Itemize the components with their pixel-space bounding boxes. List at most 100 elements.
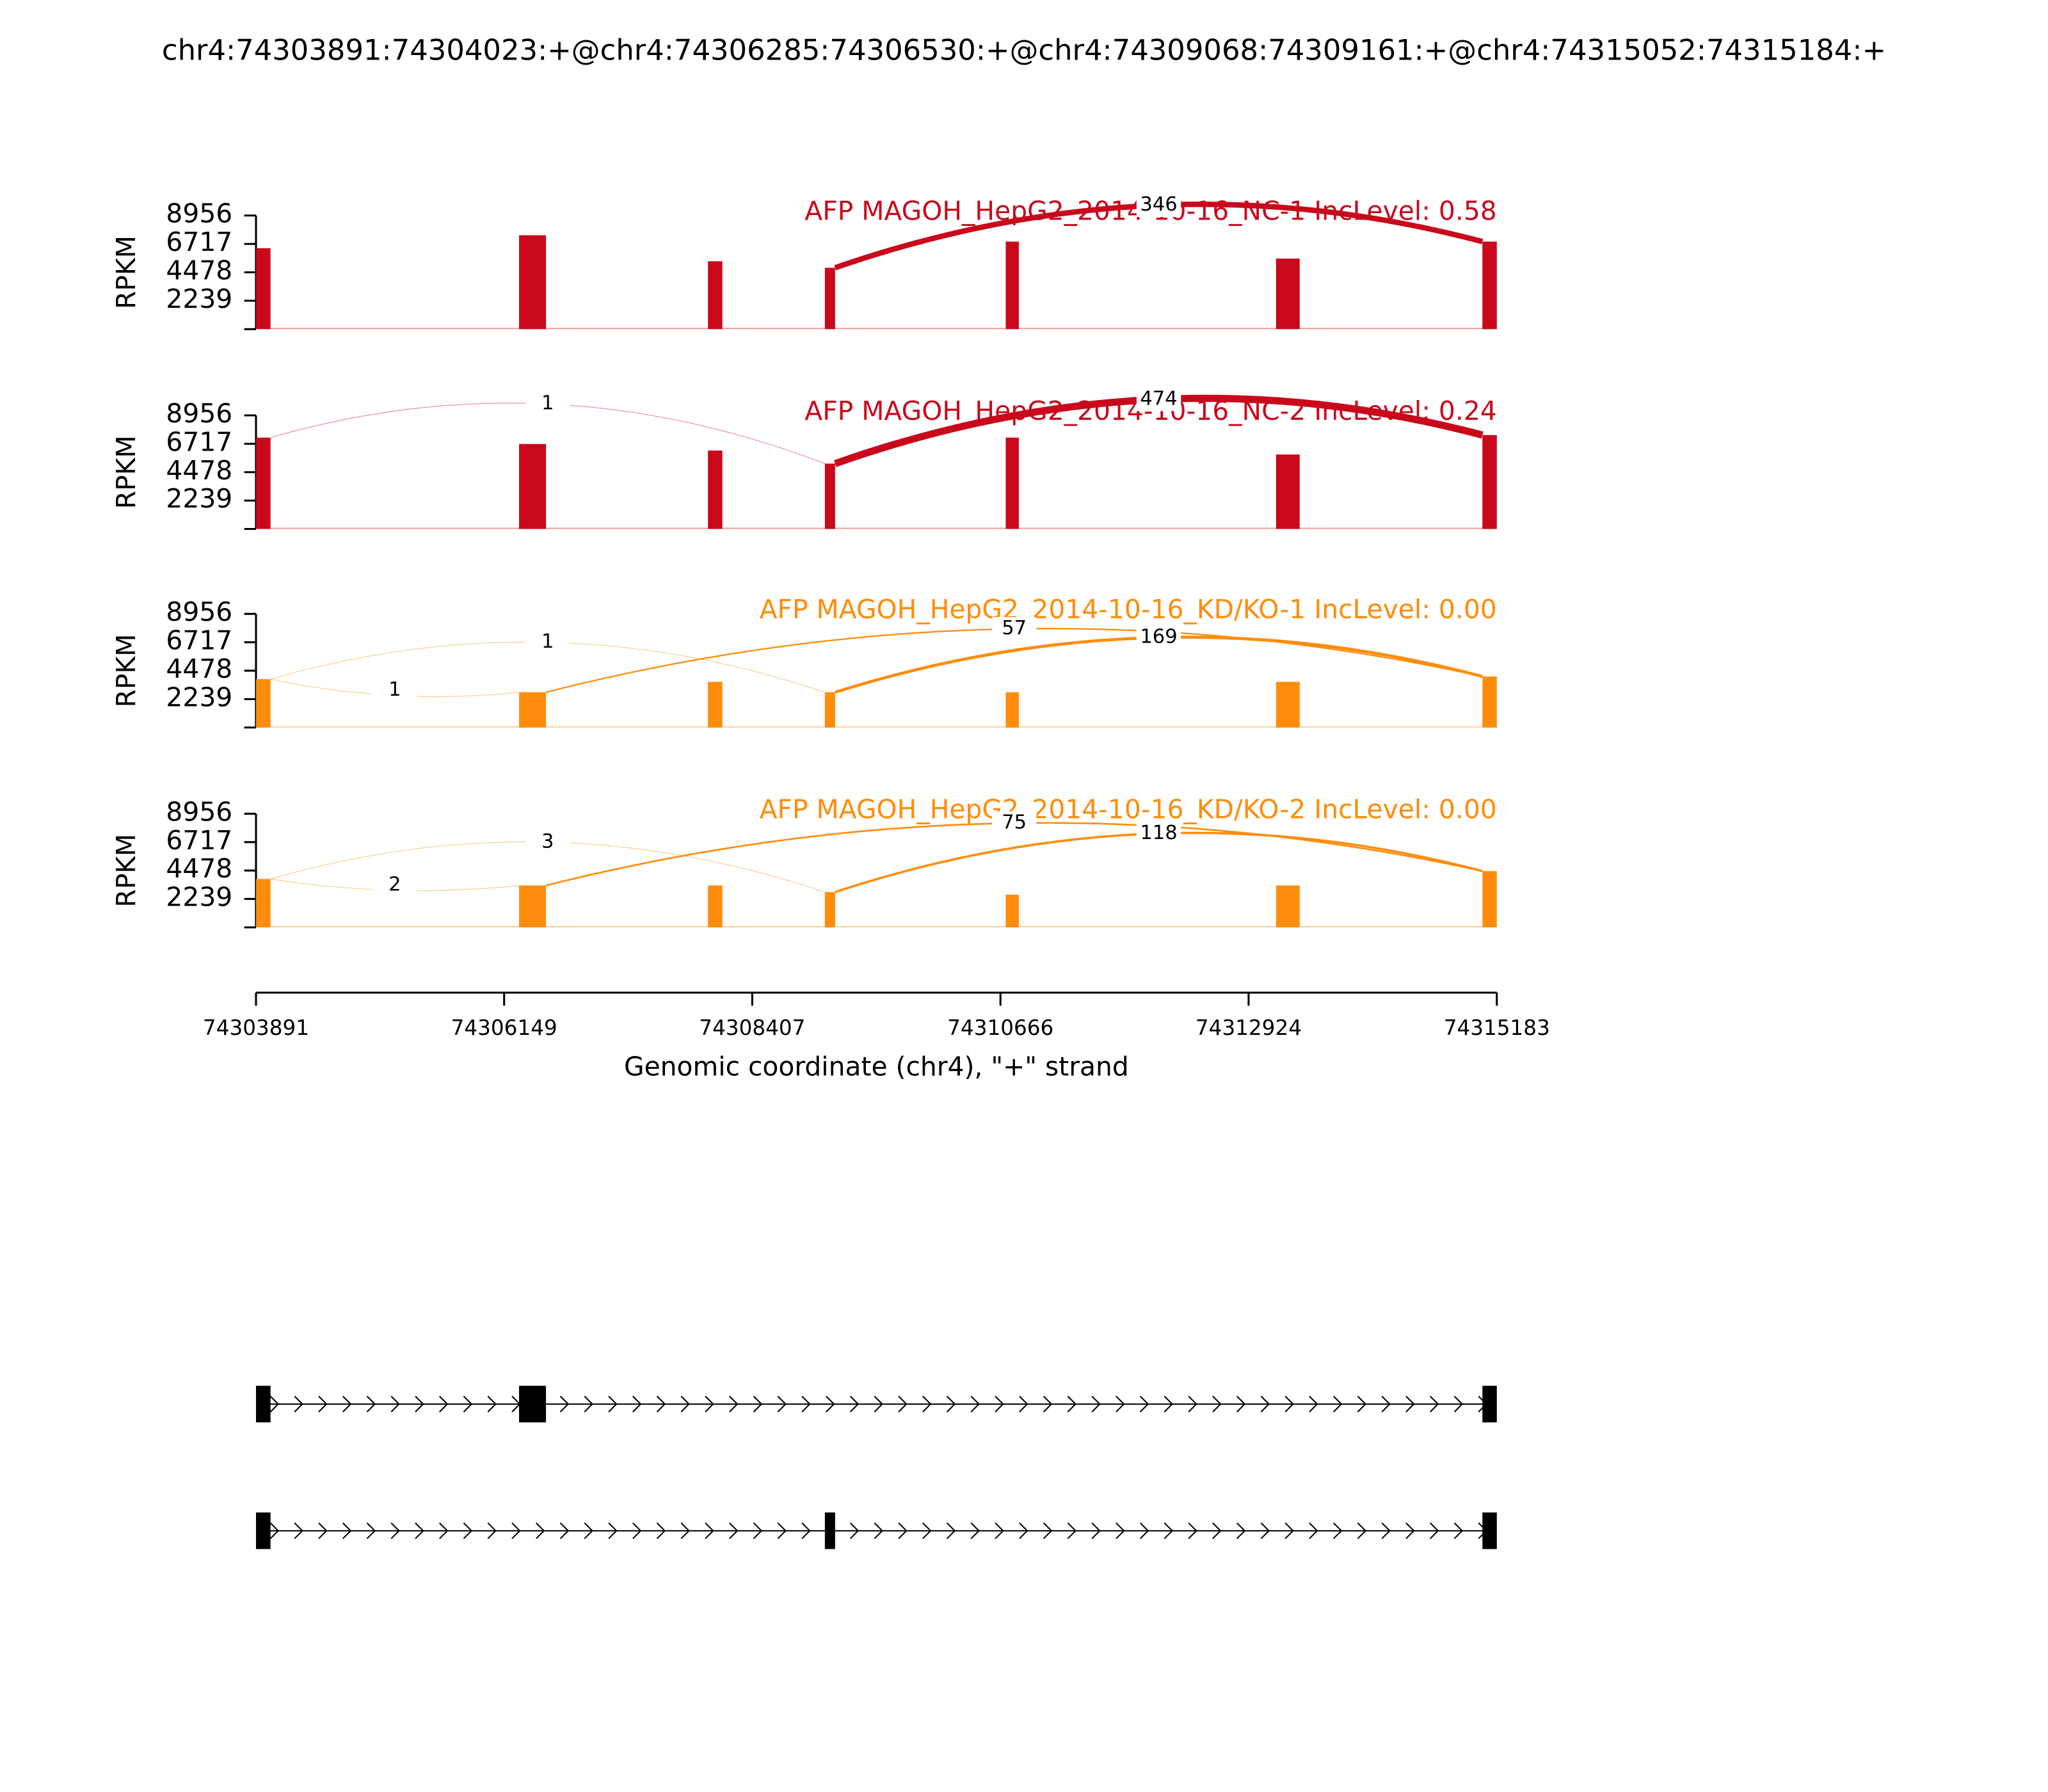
strand-chevron [1381, 1395, 1391, 1412]
strand-chevron [1332, 1522, 1343, 1539]
junction-label: 75 [1002, 812, 1027, 834]
strand-chevron [439, 1395, 449, 1412]
y-tick-label: 8956 [166, 596, 232, 627]
x-tick-label: 74315183 [1444, 1016, 1550, 1040]
strand-chevron [1091, 1395, 1101, 1412]
junction-label-bg [1136, 387, 1181, 412]
coverage-bar [519, 885, 547, 927]
exon-box [1482, 1386, 1497, 1423]
strand-chevron [415, 1522, 424, 1539]
strand-chevron [1236, 1395, 1246, 1412]
strand-chevron [584, 1395, 593, 1412]
strand-chevron [1284, 1522, 1294, 1539]
coverage-bar [824, 268, 835, 330]
strand-chevron [898, 1522, 908, 1539]
y-tick-label: 6717 [166, 625, 232, 656]
strand-chevron [366, 1522, 376, 1539]
y-tick-label: 4478 [166, 255, 232, 286]
exon-box [1482, 1512, 1497, 1549]
strand-chevron [536, 1522, 545, 1539]
coverage-bar [1482, 435, 1497, 529]
strand-chevron [777, 1395, 787, 1412]
strand-chevron [1453, 1522, 1464, 1539]
y-tick-label: 6717 [166, 825, 232, 856]
strand-chevron [1405, 1522, 1415, 1539]
y-axis-label: RPKM [111, 834, 141, 908]
strand-chevron [1067, 1395, 1077, 1412]
y-tick-label: 4478 [166, 653, 232, 684]
track-label: AFP MAGOH_HepG2_2014-10-16_KD/KO-1 IncLe… [760, 594, 1497, 625]
strand-chevron [390, 1522, 400, 1539]
coverage-bar [519, 692, 547, 728]
junction-label: 1 [541, 392, 554, 415]
strand-chevron [318, 1395, 328, 1412]
y-axis-label: RPKM [111, 435, 141, 509]
strand-chevron [1260, 1395, 1270, 1412]
strand-chevron [729, 1522, 739, 1539]
strand-chevron [608, 1395, 618, 1412]
y-axis-label: RPKM [111, 236, 141, 309]
x-tick-label: 74312924 [1196, 1016, 1302, 1040]
strand-chevron [1260, 1522, 1270, 1539]
strand-chevron [342, 1395, 352, 1412]
strand-chevron [1019, 1522, 1028, 1539]
strand-chevron [1188, 1395, 1197, 1412]
strand-chevron [1164, 1522, 1174, 1539]
coverage-bar [1276, 259, 1300, 330]
strand-chevron [995, 1395, 1004, 1412]
strand-chevron [1067, 1522, 1077, 1539]
coverage-bar [708, 682, 723, 728]
coverage-bar [1482, 241, 1497, 330]
coverage-bar [256, 679, 271, 728]
strand-chevron [1116, 1522, 1125, 1539]
strand-chevron [801, 1395, 811, 1412]
junction-label-bg [991, 617, 1037, 641]
junction-label: 346 [1140, 193, 1177, 216]
coverage-bar [708, 451, 723, 529]
coverage-bar [1276, 885, 1300, 927]
strand-chevron [705, 1522, 714, 1539]
strand-chevron [777, 1522, 787, 1539]
strand-chevron [294, 1395, 303, 1412]
strand-chevron [922, 1522, 932, 1539]
y-tick-label: 2239 [166, 483, 232, 514]
strand-chevron [559, 1522, 570, 1539]
strand-chevron [1284, 1395, 1294, 1412]
x-tick-label: 74306149 [451, 1016, 557, 1040]
coverage-bar [519, 444, 547, 529]
junction-label: 118 [1140, 822, 1177, 844]
y-tick-label: 8956 [166, 198, 232, 229]
strand-chevron [1091, 1522, 1101, 1539]
strand-chevron [559, 1395, 570, 1412]
strand-chevron [269, 1522, 280, 1539]
coverage-bar [1005, 437, 1019, 529]
coverage-bar [1482, 676, 1497, 728]
strand-chevron [1139, 1522, 1149, 1539]
junction-label-bg [525, 830, 570, 854]
strand-chevron [463, 1395, 473, 1412]
strand-chevron [1212, 1522, 1222, 1539]
chart-title: chr4:74303891:74304023:+@chr4:74306285:7… [162, 33, 1886, 67]
strand-chevron [294, 1522, 303, 1539]
strand-chevron [1332, 1395, 1343, 1412]
x-axis-label: Genomic coordinate (chr4), "+" strand [624, 1051, 1129, 1082]
strand-chevron [415, 1395, 424, 1412]
y-tick-label: 8956 [166, 398, 232, 429]
exon-box [256, 1386, 271, 1423]
strand-chevron [874, 1522, 884, 1539]
coverage-bar [1005, 692, 1019, 728]
strand-chevron [342, 1522, 352, 1539]
junction-label-bg [525, 392, 570, 416]
strand-chevron [970, 1395, 980, 1412]
strand-chevron [1357, 1395, 1367, 1412]
strand-chevron [463, 1522, 473, 1539]
strand-chevron [1429, 1522, 1439, 1539]
coverage-bar [256, 879, 271, 927]
y-tick-label: 8956 [166, 796, 232, 827]
junction-label-bg [1136, 821, 1181, 845]
strand-chevron [753, 1395, 763, 1412]
strand-chevron [1236, 1522, 1246, 1539]
strand-chevron [705, 1395, 714, 1412]
strand-chevron [366, 1395, 376, 1412]
junction-label-bg [991, 811, 1037, 835]
